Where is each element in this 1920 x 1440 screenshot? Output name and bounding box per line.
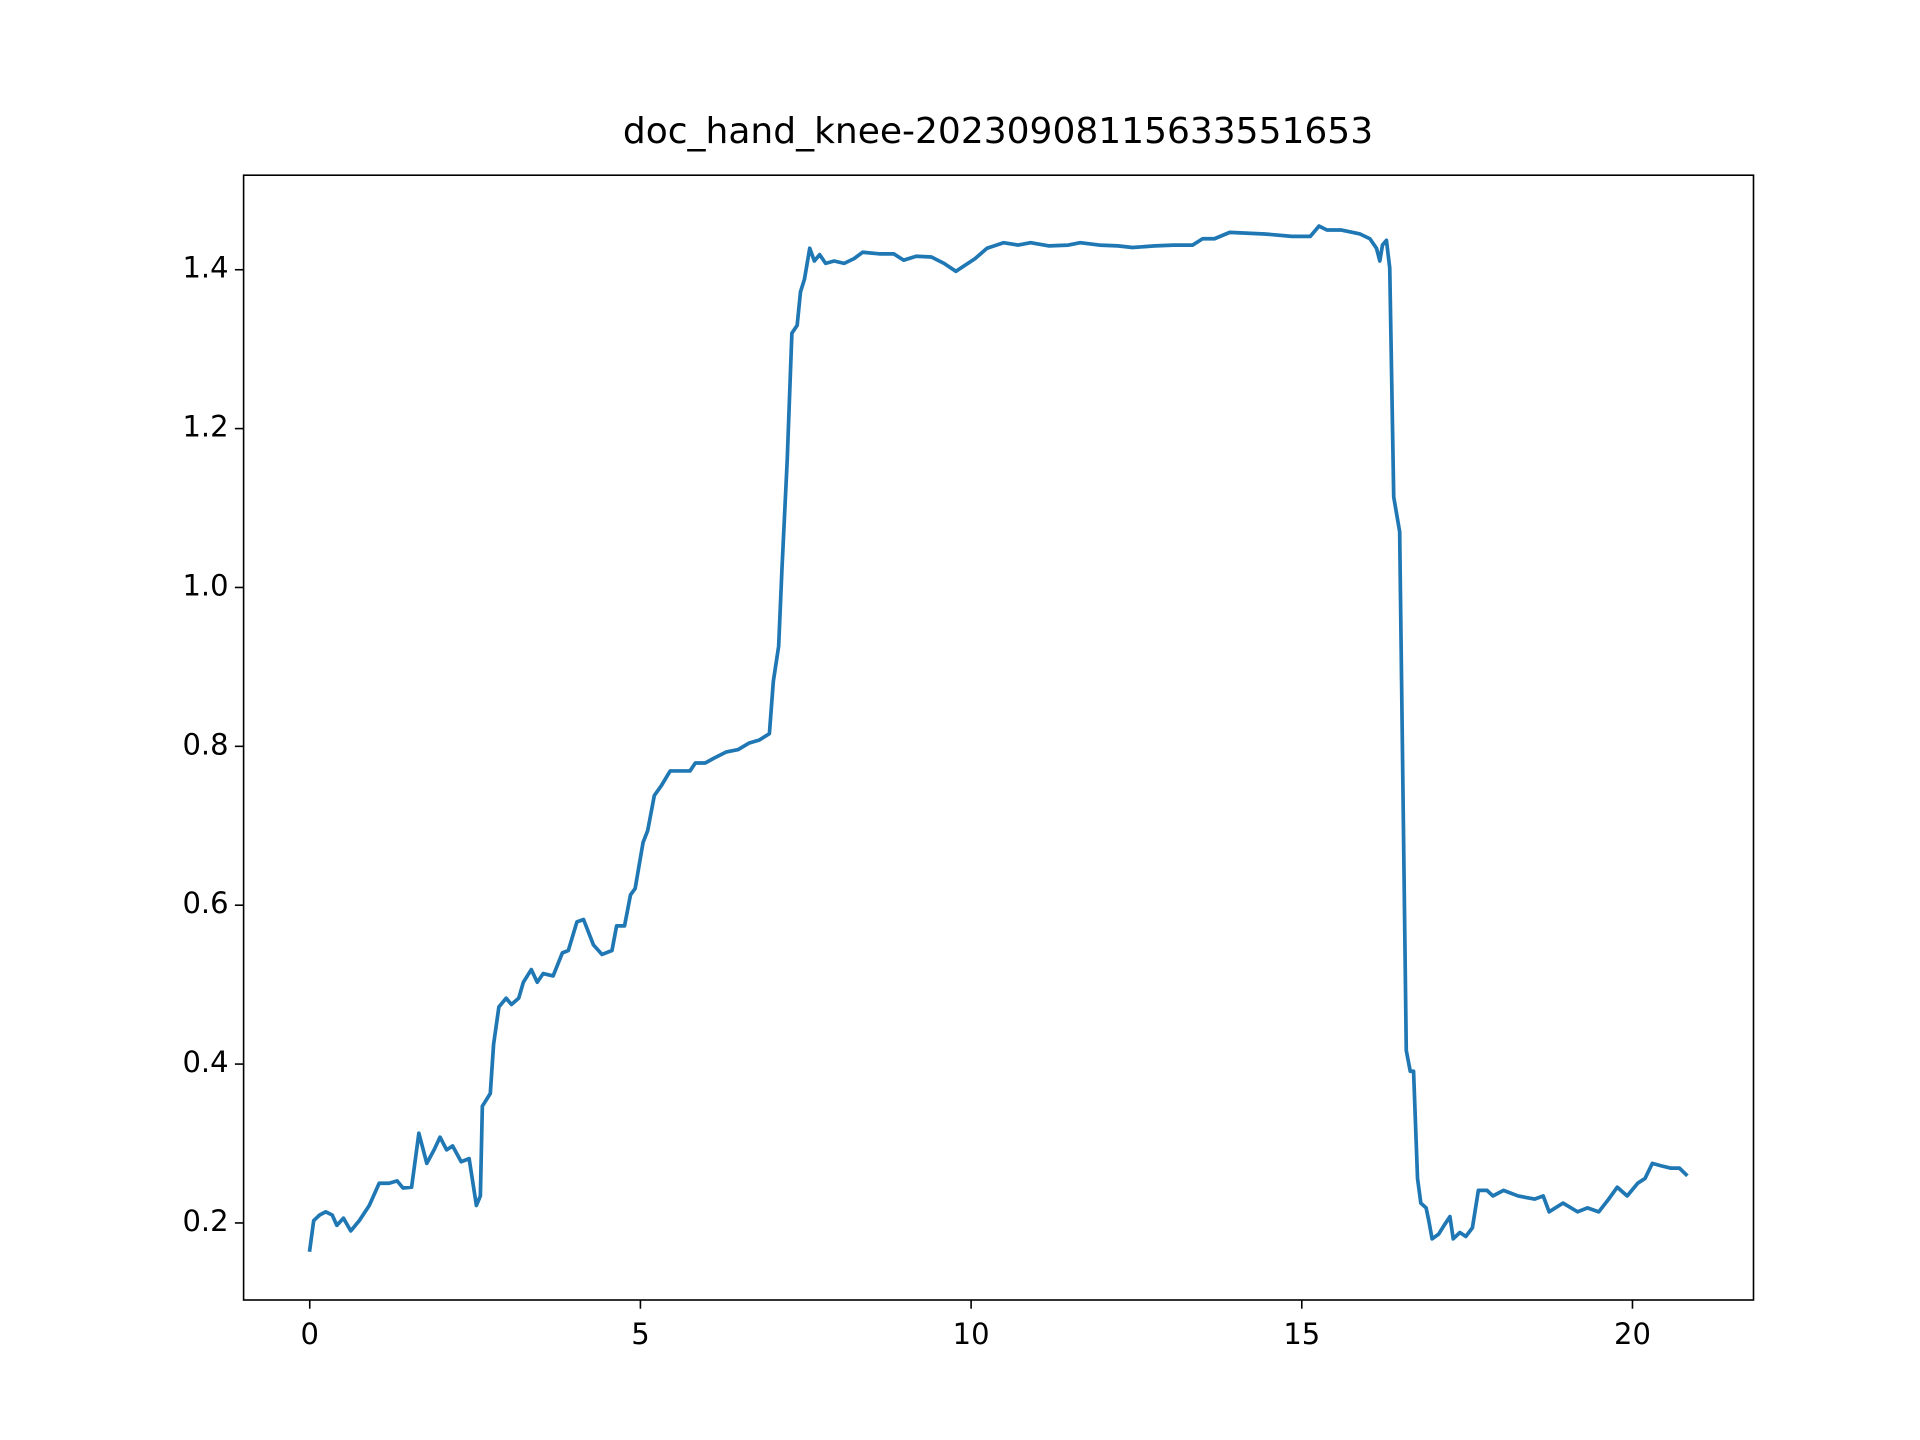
x-tick-label: 10 — [953, 1317, 990, 1351]
y-tick-label: 1.2 — [182, 410, 228, 444]
y-tick-label: 0.6 — [182, 886, 228, 920]
y-tick-label: 0.2 — [182, 1204, 228, 1238]
y-tick-label: 0.8 — [182, 727, 228, 761]
data-line — [307, 224, 1689, 1253]
x-tick-label: 5 — [631, 1317, 649, 1351]
plot-frame — [242, 174, 1755, 1301]
x-tick-label: 15 — [1283, 1317, 1320, 1351]
chart-title: doc_hand_knee-20230908115633551653 — [623, 111, 1373, 152]
x-tick-label: 20 — [1614, 1317, 1651, 1351]
y-tick-label: 1.0 — [182, 568, 228, 602]
x-tick-label: 0 — [301, 1317, 319, 1351]
y-tick-label: 1.4 — [182, 251, 228, 285]
y-tick-label: 0.4 — [182, 1045, 228, 1079]
